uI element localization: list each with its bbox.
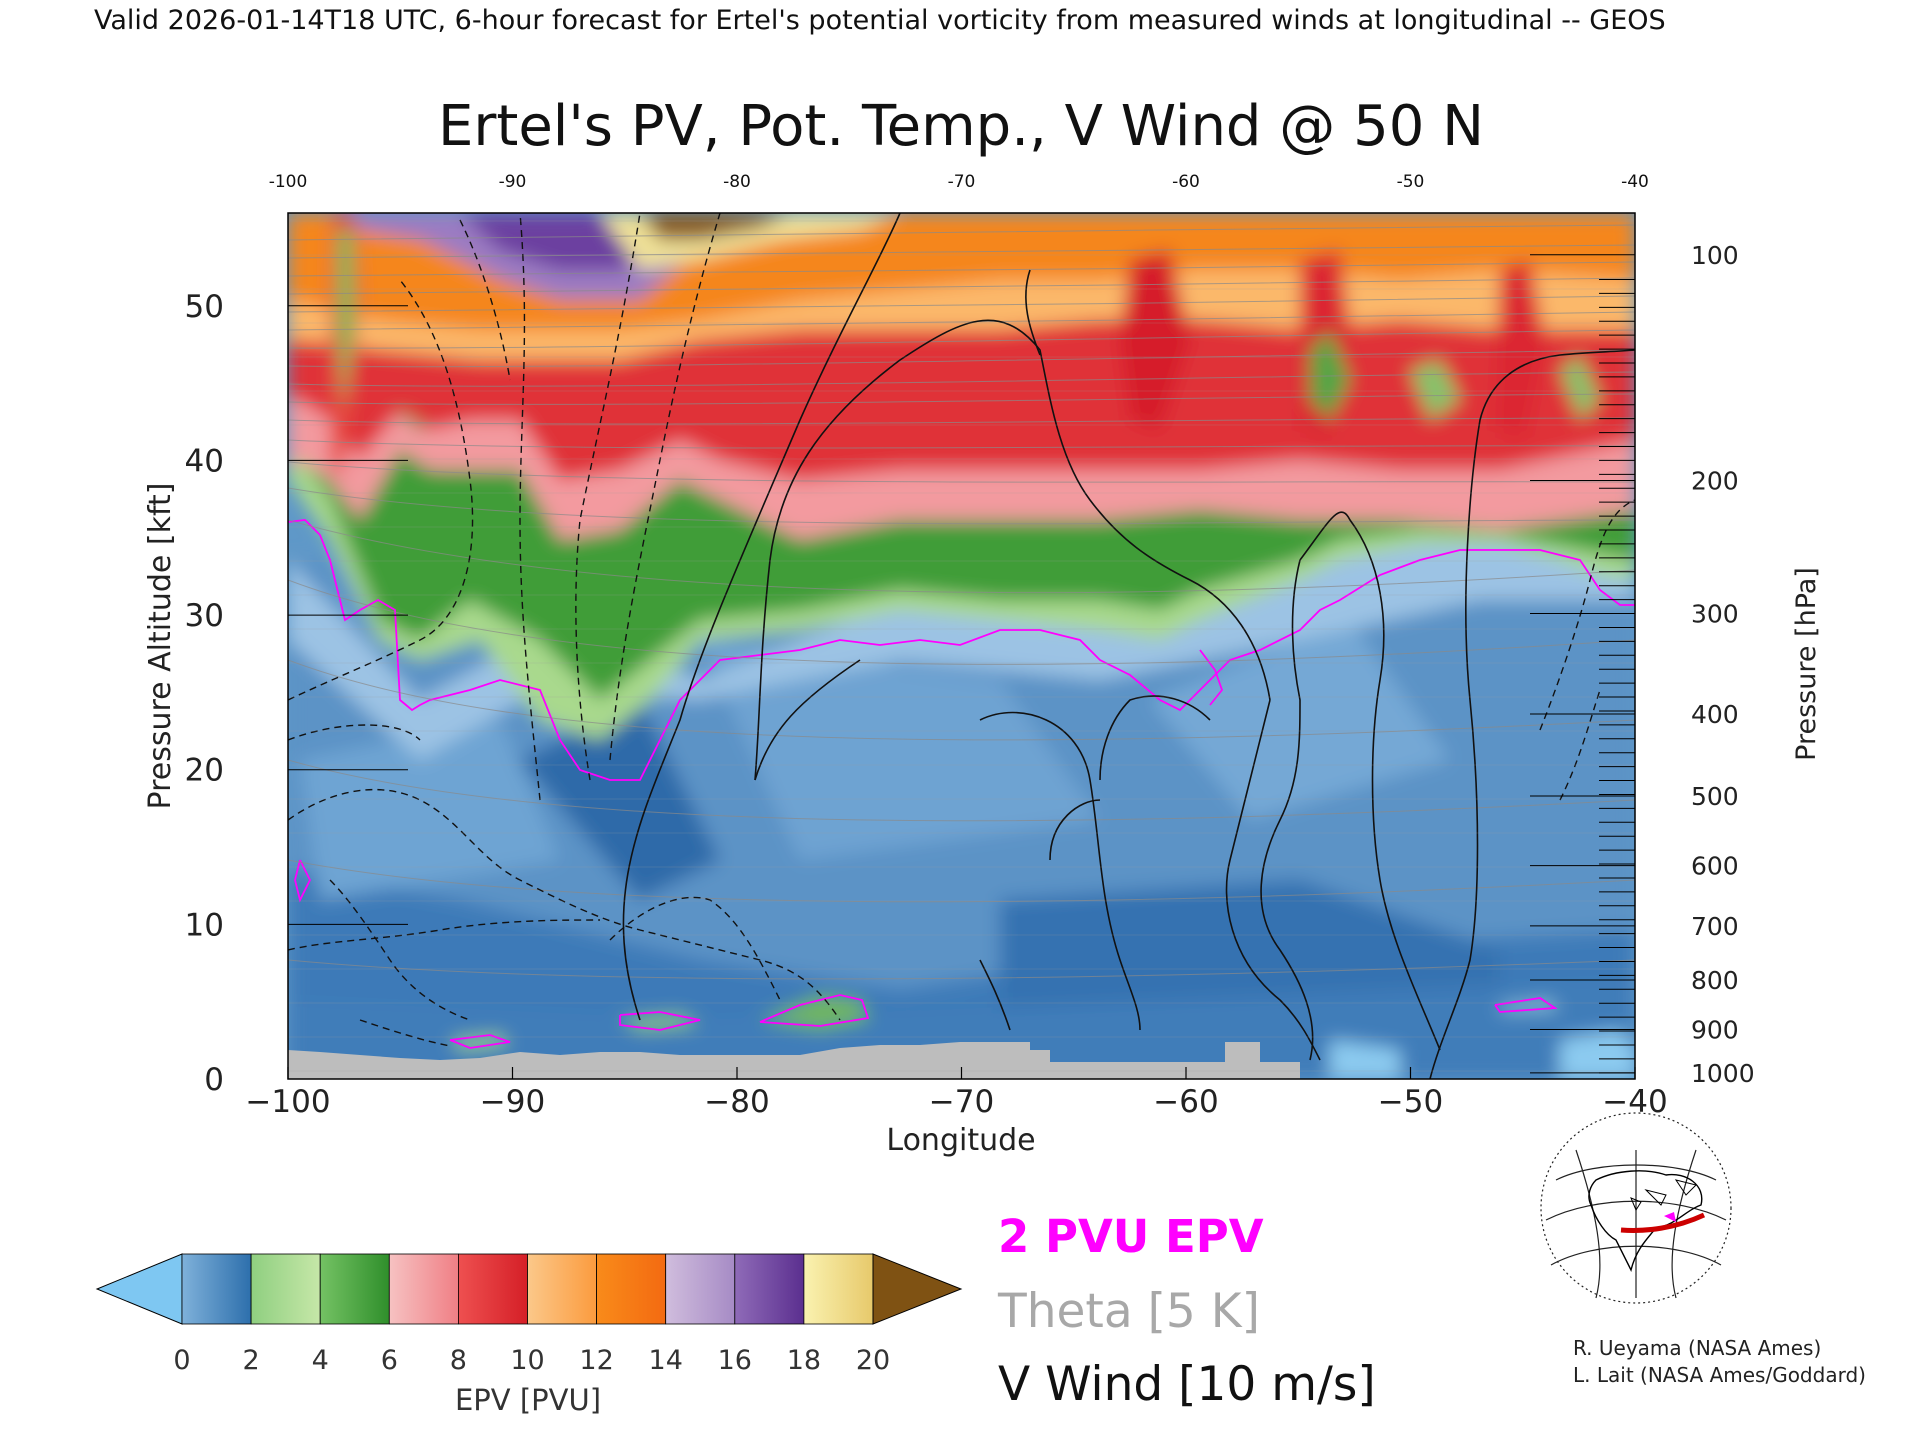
x-top-ticks: -100 -90 -80 -70 -60 -50 -40 [269,172,1649,192]
y-left-ticks: 0 10 20 30 40 50 [185,289,408,1098]
colorbar-segment [250,1253,321,1325]
credit-2: L. Lait (NASA Ames/Goddard) [1573,1363,1866,1387]
colorbar-tick-label: 8 [450,1345,467,1376]
colorbar-tick-label: 18 [787,1345,821,1376]
colorbar-label: EPV [PVU] [455,1383,601,1417]
y-tick-label: 10 [185,907,224,943]
pressure-tick-label: 800 [1691,966,1739,995]
colorbar-segment [734,1253,805,1325]
colorbar: 0 2 4 6 8 10 12 14 16 18 20 [95,1253,963,1376]
colorbar-under-arrow [95,1253,183,1325]
colorbar-tick-label: 4 [312,1345,329,1376]
x-top-tick-label: -80 [723,172,751,192]
x-top-tick-label: -90 [499,172,527,192]
x-tick-label: −40 [1602,1084,1667,1120]
legend-2pvu: 2 PVU EPV [998,1210,1264,1263]
x-top-tick-label: -60 [1172,172,1200,192]
pressure-tick-label: 500 [1691,782,1739,811]
credit-1: R. Ueyama (NASA Ames) [1573,1336,1821,1360]
y-tick-label: 50 [185,289,224,325]
valid-line: Valid 2026-01-14T18 UTC, 6-hour forecast… [94,5,1666,36]
x-axis-label: Longitude [886,1123,1035,1158]
pressure-tick-label: 300 [1691,600,1739,629]
y-tick-label: 0 [204,1062,224,1098]
y-axis-label: Pressure Altitude [kft] [143,483,178,810]
colorbar-tick-label: 0 [173,1345,190,1376]
colorbar-tick-label: 16 [718,1345,752,1376]
y-right-ticks: 100 200 300 400 500 600 700 800 900 1000 [1530,241,1755,1088]
y-tick-label: 30 [185,598,224,634]
x-top-tick-label: -100 [269,172,308,192]
pressure-tick-label: 900 [1691,1016,1739,1045]
colorbar-segment [596,1253,667,1325]
colorbar-tick-label: 2 [243,1345,260,1376]
x-top-tick-label: -40 [1621,172,1649,192]
plot-area [288,213,1635,1079]
colorbar-segment [665,1253,736,1325]
x-tick-label: −60 [1153,1084,1218,1120]
colorbar-tick-label: 14 [649,1345,683,1376]
locator-map [1536,1112,1732,1304]
colorbar-tick-label: 6 [381,1345,398,1376]
x-tick-label: −50 [1378,1084,1443,1120]
chart-title: Ertel's PV, Pot. Temp., V Wind @ 50 N [438,94,1484,159]
colorbar-segment [388,1253,459,1325]
colorbar-segment [527,1253,597,1325]
pressure-tick-label: 600 [1691,852,1739,881]
pressure-tick-label: 1000 [1691,1059,1755,1088]
x-bottom-ticks: −100 −90 −80 −70 −60 −50 −40 [245,1067,1668,1120]
colorbar-tick-label: 10 [510,1345,544,1376]
x-top-tick-label: -50 [1397,172,1425,192]
pressure-tick-label: 400 [1691,700,1739,729]
y-tick-label: 20 [185,753,224,789]
y2-axis-label: Pressure [hPa] [1791,567,1822,761]
legend-theta: Theta [5 K] [997,1284,1260,1339]
y-tick-label: 40 [185,443,224,479]
legend-vwind: V Wind [10 m/s] [998,1357,1376,1412]
pressure-minor-ticks [1599,278,1635,1074]
pressure-tick-label: 700 [1691,912,1739,941]
colorbar-over-arrow [872,1253,963,1325]
x-tick-label: −70 [929,1084,994,1120]
pressure-tick-label: 200 [1691,467,1739,496]
pressure-tick-label: 100 [1691,241,1739,270]
x-top-tick-label: -70 [948,172,976,192]
colorbar-segment [181,1253,252,1325]
colorbar-tick-label: 20 [856,1345,890,1376]
x-tick-label: −80 [704,1084,769,1120]
x-tick-label: −90 [480,1084,545,1120]
colorbar-segment [803,1253,874,1325]
x-tick-label: −100 [245,1084,330,1120]
colorbar-segment [457,1253,528,1325]
colorbar-segment [319,1253,390,1325]
colorbar-tick-label: 12 [579,1345,613,1376]
